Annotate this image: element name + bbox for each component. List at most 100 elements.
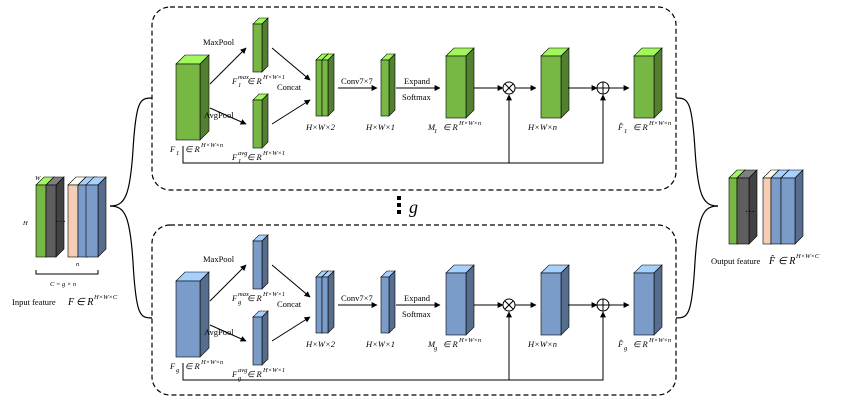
input-dim-n: n <box>76 261 79 268</box>
svg-text:H×W×1: H×W×1 <box>262 291 285 298</box>
svg-text:∈ R: ∈ R <box>247 152 263 162</box>
top-branch-arrow-maxpool <box>209 47 247 85</box>
bottom-branch-concat-label: Concat <box>277 299 302 309</box>
top-branch-add-op <box>596 81 610 95</box>
bottom-branch-softmax-label: Softmax <box>402 309 432 319</box>
top-branch-skip-to-add <box>509 94 606 164</box>
svg-text:∈ R: ∈ R <box>185 361 201 371</box>
svg-text:F: F <box>169 144 176 154</box>
svg-text:F: F <box>231 152 238 162</box>
svg-text:1: 1 <box>176 150 179 157</box>
bottom-branch-attention-map-slab <box>445 264 475 336</box>
svg-text:H×W×n: H×W×n <box>458 120 481 127</box>
svg-text:H×W×n: H×W×n <box>648 120 671 127</box>
top-branch-maxpool-slab <box>252 17 269 73</box>
input-width-brace <box>35 270 99 275</box>
top-branch-multiply-op <box>502 81 516 95</box>
svg-text:∈ R: ∈ R <box>247 369 263 379</box>
svg-text:F: F <box>169 361 176 371</box>
input-stack-ellipsis: … <box>56 214 66 225</box>
bottom-branch-conv-dim: H×W×1 <box>365 339 395 349</box>
top-branch-product-dim: H×W×n <box>527 122 557 132</box>
top-branch-conv-slab <box>380 53 396 117</box>
svg-text:F: F <box>231 293 238 303</box>
top-branch-conv-dim: H×W×1 <box>365 122 395 132</box>
svg-text:avg: avg <box>238 150 248 157</box>
svg-text:F: F <box>231 369 238 379</box>
bottom-branch-maxpool-label: MaxPool <box>203 254 235 264</box>
output-feature-sym: F̂ <box>768 254 776 267</box>
top-branch-m-math: M1 ∈ R H×W×n <box>427 120 481 135</box>
top-branch-attention-map-slab <box>445 47 475 119</box>
svg-text:∈ R: ∈ R <box>633 122 649 132</box>
input-feature-label: Input feature <box>12 297 56 307</box>
input-dim-h: H <box>22 220 28 227</box>
svg-text:H×W×n: H×W×n <box>200 359 223 366</box>
svg-text:max: max <box>238 74 249 81</box>
group-ellipsis <box>397 196 401 214</box>
bottom-branch-arrow-max-concat <box>271 264 311 298</box>
output-stack-ellipsis: … <box>745 204 755 215</box>
top-branch-maxpool-label: MaxPool <box>203 37 235 47</box>
svg-text:avg: avg <box>238 367 248 374</box>
output-feature-sup: H×W×C <box>795 253 820 260</box>
top-branch-avgpool-slab <box>252 93 269 149</box>
svg-text:M: M <box>427 339 436 349</box>
bottom-branch-arrow-avgpool <box>209 324 247 342</box>
svg-text:H×W×n: H×W×n <box>458 337 481 344</box>
bottom-branch-conv-label: Conv7×7 <box>341 293 373 303</box>
top-branch-input-math: F 1 ∈ R H×W×n <box>169 142 223 157</box>
top-branch-skip-to-mult <box>182 94 512 164</box>
svg-text:H×W×n: H×W×n <box>648 337 671 344</box>
bottom-branch-conv-slab <box>380 270 396 334</box>
svg-text:H×W×1: H×W×1 <box>262 150 285 157</box>
input-channel-eq: C = g × n <box>50 281 76 288</box>
input-feature-sup: H×W×C <box>93 294 118 301</box>
svg-text:∈ R: ∈ R <box>247 293 263 303</box>
bottom-branch-concat-dim: H×W×2 <box>305 339 336 349</box>
bottom-branch-skip-to-mult <box>182 311 512 381</box>
bottom-branch-input-slab <box>175 271 210 358</box>
bottom-branch-expand-label: Expand <box>404 293 431 303</box>
bottom-branch-out-math: F̂ g ∈ R H×W×n <box>617 337 671 352</box>
merge-brace-top <box>675 97 719 207</box>
bottom-branch-avgpool-label: AvgPool <box>204 327 234 337</box>
bottom-branch-output-slab <box>633 264 663 336</box>
input-feature-sym: F <box>67 297 75 308</box>
bottom-branch-concat-slab-b <box>321 270 335 334</box>
bottom-branch-skip-to-add <box>509 311 606 381</box>
bottom-branch-multiply-op <box>502 298 516 312</box>
output-feature-space: ∈ R <box>778 256 795 267</box>
top-branch-arrow-avg-concat <box>271 99 311 125</box>
svg-text:F̂: F̂ <box>617 122 624 132</box>
input-stack-blue-b <box>85 176 107 258</box>
top-branch-expand-label: Expand <box>404 76 431 86</box>
svg-text:1: 1 <box>434 128 437 135</box>
svg-text:H×W×n: H×W×n <box>200 142 223 149</box>
svg-text:∈ R: ∈ R <box>443 122 459 132</box>
svg-text:∈ R: ∈ R <box>443 339 459 349</box>
svg-text:1: 1 <box>238 158 241 165</box>
svg-text:H×W×1: H×W×1 <box>262 367 285 374</box>
bottom-branch-m-math: Mg ∈ R H×W×n <box>427 337 481 352</box>
svg-text:g: g <box>434 345 438 352</box>
svg-text:1: 1 <box>624 128 627 135</box>
group-box-bottom <box>151 224 677 396</box>
input-dim-w: W <box>35 175 41 182</box>
svg-text:g: g <box>238 299 242 306</box>
svg-text:max: max <box>238 291 249 298</box>
bottom-branch-arrow-avg-concat <box>271 316 311 342</box>
svg-text:∈ R: ∈ R <box>185 144 201 154</box>
top-branch-output-slab <box>633 47 663 119</box>
bottom-branch-maxpool-slab <box>252 234 269 290</box>
svg-text:H×W×1: H×W×1 <box>262 74 285 81</box>
svg-text:∈ R: ∈ R <box>247 76 263 86</box>
bottom-branch-arrow-maxpool <box>209 264 247 302</box>
top-branch-concat-dim: H×W×2 <box>305 122 336 132</box>
top-branch-input-slab <box>175 54 210 141</box>
svg-text:1: 1 <box>238 82 241 89</box>
svg-text:g: g <box>624 345 628 352</box>
